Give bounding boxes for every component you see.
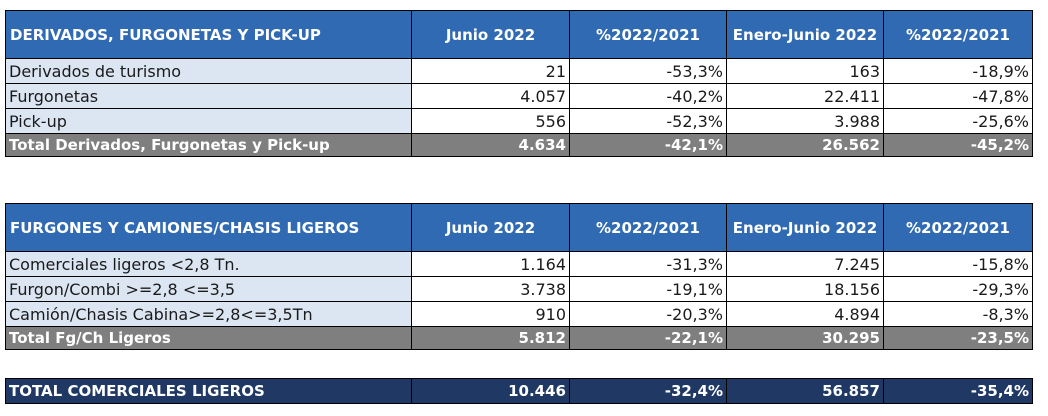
grand-total-month: 10.446 <box>411 378 570 404</box>
cell-month: 910 <box>411 301 570 327</box>
cell-ytd: 3.988 <box>726 108 884 134</box>
header-ytd: Enero-Junio 2022 <box>726 203 884 252</box>
total-row: Total Fg/Ch Ligeros 5.812 -22,1% 30.295 … <box>5 326 1033 350</box>
row-label: Comerciales ligeros <2,8 Tn. <box>5 251 412 277</box>
cell-ytd: 18.156 <box>726 276 884 302</box>
total-ytd: 30.295 <box>726 326 884 350</box>
header-ytd: Enero-Junio 2022 <box>726 10 884 59</box>
furgones-table: FURGONES Y CAMIONES/CHASIS LIGEROS Junio… <box>5 203 1033 350</box>
cell-month-change: -40,2% <box>569 83 727 109</box>
row-label: Derivados de turismo <box>5 58 412 84</box>
grand-total-month-change: -32,4% <box>569 378 727 404</box>
cell-month-change: -31,3% <box>569 251 727 277</box>
total-label: Total Fg/Ch Ligeros <box>5 326 412 350</box>
cell-ytd-change: -15,8% <box>883 251 1033 277</box>
table-row: Furgon/Combi >=2,8 <=3,5 3.738 -19,1% 18… <box>5 276 1033 302</box>
cell-month: 4.057 <box>411 83 570 109</box>
cell-month-change: -52,3% <box>569 108 727 134</box>
cell-month: 1.164 <box>411 251 570 277</box>
header-month-change: %2022/2021 <box>569 10 727 59</box>
cell-month-change: -53,3% <box>569 58 727 84</box>
table-header-row: DERIVADOS, FURGONETAS Y PICK-UP Junio 20… <box>5 10 1033 59</box>
cell-ytd-change: -18,9% <box>883 58 1033 84</box>
total-ytd-change: -45,2% <box>883 133 1033 157</box>
header-ytd-change: %2022/2021 <box>883 203 1033 252</box>
table-row: Pick-up 556 -52,3% 3.988 -25,6% <box>5 108 1033 134</box>
cell-ytd: 22.411 <box>726 83 884 109</box>
total-row: Total Derivados, Furgonetas y Pick-up 4.… <box>5 133 1033 157</box>
row-label: Furgon/Combi >=2,8 <=3,5 <box>5 276 412 302</box>
total-month-change: -22,1% <box>569 326 727 350</box>
cell-ytd-change: -29,3% <box>883 276 1033 302</box>
row-label: Pick-up <box>5 108 412 134</box>
grand-total-label: TOTAL COMERCIALES LIGEROS <box>5 378 412 404</box>
cell-ytd-change: -47,8% <box>883 83 1033 109</box>
table-row: Comerciales ligeros <2,8 Tn. 1.164 -31,3… <box>5 251 1033 277</box>
grand-total-ytd: 56.857 <box>726 378 884 404</box>
cell-ytd-change: -8,3% <box>883 301 1033 327</box>
total-month-change: -42,1% <box>569 133 727 157</box>
total-ytd-change: -23,5% <box>883 326 1033 350</box>
grand-total-row: TOTAL COMERCIALES LIGEROS 10.446 -32,4% … <box>5 378 1033 404</box>
grand-total-ytd-change: -35,4% <box>883 378 1033 404</box>
table-row: Furgonetas 4.057 -40,2% 22.411 -47,8% <box>5 83 1033 109</box>
cell-month: 3.738 <box>411 276 570 302</box>
total-month: 4.634 <box>411 133 570 157</box>
header-month: Junio 2022 <box>411 203 570 252</box>
cell-ytd-change: -25,6% <box>883 108 1033 134</box>
cell-month: 556 <box>411 108 570 134</box>
total-ytd: 26.562 <box>726 133 884 157</box>
header-month-change: %2022/2021 <box>569 203 727 252</box>
cell-month-change: -19,1% <box>569 276 727 302</box>
row-label: Furgonetas <box>5 83 412 109</box>
cell-month-change: -20,3% <box>569 301 727 327</box>
header-category: FURGONES Y CAMIONES/CHASIS LIGEROS <box>5 203 412 252</box>
cell-month: 21 <box>411 58 570 84</box>
header-month: Junio 2022 <box>411 10 570 59</box>
grand-total-table: TOTAL COMERCIALES LIGEROS 10.446 -32,4% … <box>5 378 1033 404</box>
cell-ytd: 4.894 <box>726 301 884 327</box>
header-ytd-change: %2022/2021 <box>883 10 1033 59</box>
table-header-row: FURGONES Y CAMIONES/CHASIS LIGEROS Junio… <box>5 203 1033 252</box>
total-label: Total Derivados, Furgonetas y Pick-up <box>5 133 412 157</box>
table-row: Camión/Chasis Cabina>=2,8<=3,5Tn 910 -20… <box>5 301 1033 327</box>
table-row: Derivados de turismo 21 -53,3% 163 -18,9… <box>5 58 1033 84</box>
cell-ytd: 7.245 <box>726 251 884 277</box>
total-month: 5.812 <box>411 326 570 350</box>
row-label: Camión/Chasis Cabina>=2,8<=3,5Tn <box>5 301 412 327</box>
cell-ytd: 163 <box>726 58 884 84</box>
header-category: DERIVADOS, FURGONETAS Y PICK-UP <box>5 10 412 59</box>
derivados-table: DERIVADOS, FURGONETAS Y PICK-UP Junio 20… <box>5 10 1033 157</box>
